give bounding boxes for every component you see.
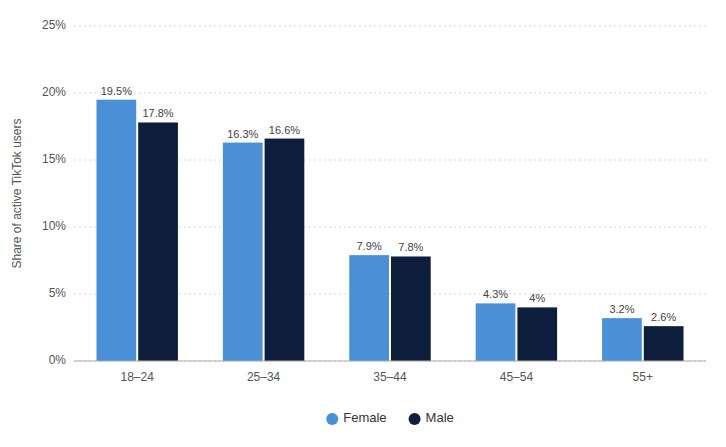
- data-label: 16.6%: [269, 124, 300, 136]
- y-tick-label: 25%: [42, 18, 66, 32]
- y-tick-label: 10%: [42, 219, 66, 233]
- grid-line: [74, 93, 706, 94]
- data-label: 4.3%: [483, 288, 508, 300]
- data-label: 2.6%: [651, 311, 676, 323]
- bar: [476, 303, 516, 361]
- data-label: 19.5%: [101, 85, 132, 97]
- data-label: 16.3%: [227, 128, 258, 140]
- legend-swatch: [409, 413, 421, 425]
- bars: [96, 100, 683, 361]
- grid-line: [74, 361, 706, 362]
- bar: [391, 256, 431, 361]
- legend-label: Male: [426, 410, 454, 425]
- x-tick-label: 25–34: [247, 370, 281, 384]
- chart-container: 0% 5% 10% 15% 20% 25% Share of active TikTok u…: [0, 0, 726, 447]
- y-tick-label: 15%: [42, 152, 66, 166]
- data-labels: 19.5% 16.3% 7.9% 4.3% 3.2% 17.8% 16.6% 7.8% 4% 2.…: [101, 85, 677, 323]
- data-label: 17.8%: [142, 107, 173, 119]
- data-label: 3.2%: [609, 303, 634, 315]
- data-label: 4%: [529, 292, 545, 304]
- x-axis-line: [74, 361, 706, 362]
- y-tick-label: 0%: [49, 353, 67, 367]
- bar: [96, 100, 136, 361]
- bar: [349, 255, 389, 361]
- data-label: 7.8%: [398, 241, 423, 253]
- bar: [644, 326, 684, 361]
- bar: [517, 307, 557, 361]
- y-tick-label: 5%: [49, 286, 67, 300]
- chart-svg: 0% 5% 10% 15% 20% 25% Share of active TikTok u…: [0, 0, 726, 447]
- bar: [602, 318, 642, 361]
- x-axis: 18–24 25–34 35–44 45–54 55+: [121, 370, 653, 384]
- legend-label: Female: [343, 410, 386, 425]
- bar: [223, 143, 263, 361]
- legend: Female Male: [326, 410, 454, 425]
- bar: [138, 122, 178, 361]
- y-axis-label: Share of active TikTok users: [10, 118, 24, 268]
- x-tick-label: 18–24: [121, 370, 155, 384]
- data-label: 7.9%: [357, 240, 382, 252]
- y-axis: 0% 5% 10% 15% 20% 25%: [42, 18, 706, 367]
- x-tick-label: 35–44: [373, 370, 407, 384]
- grid-line: [74, 26, 706, 27]
- legend-swatch: [326, 413, 338, 425]
- x-tick-label: 45–54: [500, 370, 534, 384]
- x-tick-label: 55+: [633, 370, 653, 384]
- bar: [265, 139, 305, 361]
- y-tick-label: 20%: [42, 85, 66, 99]
